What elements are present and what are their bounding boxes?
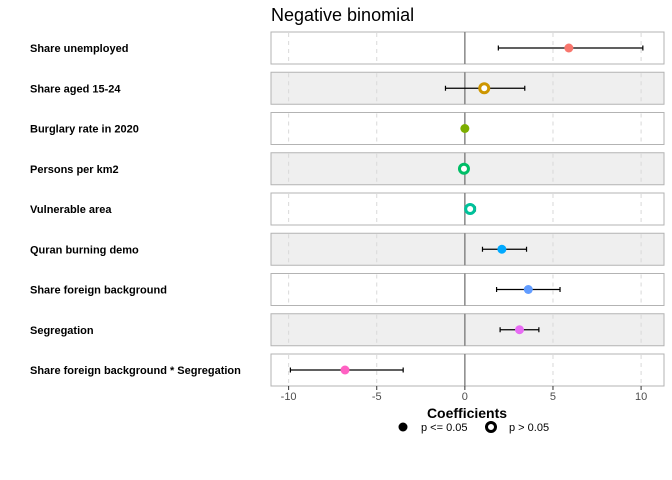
row-label: Quran burning demo xyxy=(30,244,139,256)
x-tick-label: -5 xyxy=(372,391,382,403)
legend-filled-marker xyxy=(398,422,408,432)
point-estimate xyxy=(497,244,507,254)
coefficient-row: Share aged 15-24 xyxy=(30,71,665,105)
point-estimate xyxy=(478,82,491,95)
x-tick-label: 10 xyxy=(635,391,647,403)
point-estimate xyxy=(340,365,350,375)
point-estimate xyxy=(457,162,470,175)
coefficient-row: Segregation xyxy=(30,313,665,347)
panel-background xyxy=(270,273,665,306)
coefficient-row: Vulnerable area xyxy=(30,192,665,226)
row-label: Segregation xyxy=(30,325,94,337)
coefficient-row: Share unemployed xyxy=(30,31,665,65)
row-label: Persons per km2 xyxy=(30,164,119,176)
x-axis-label: Coefficients xyxy=(427,405,507,421)
x-axis: -10 -5 0 5 10 xyxy=(281,386,647,403)
panel-background xyxy=(270,232,665,266)
row-label: Share unemployed xyxy=(30,43,128,55)
coefficient-row: Quran burning demo xyxy=(30,232,665,266)
facet-panels: Share unemployed Share aged 15-24 Burglary… xyxy=(30,31,665,387)
point-estimate xyxy=(460,124,470,133)
panel-background xyxy=(270,192,665,226)
point-estimate xyxy=(523,285,533,294)
point-estimate xyxy=(514,325,524,335)
x-tick-label: 5 xyxy=(550,391,556,403)
x-tick-label: -10 xyxy=(281,391,297,403)
row-label: Share foreign background * Segregation xyxy=(30,365,241,377)
legend: p <= 0.05 p > 0.05 xyxy=(398,421,549,434)
legend-label-significant: p <= 0.05 xyxy=(421,422,468,434)
row-label: Burglary rate in 2020 xyxy=(30,124,139,136)
row-label: Share aged 15-24 xyxy=(30,83,121,95)
legend-label-not-significant: p > 0.05 xyxy=(509,422,549,434)
panel-background xyxy=(270,313,665,347)
point-estimate xyxy=(564,43,574,53)
row-label: Share foreign background xyxy=(30,285,167,297)
row-label: Vulnerable area xyxy=(30,204,112,216)
legend-hollow-marker xyxy=(485,421,497,433)
coefficient-row: Share foreign background * Segregation xyxy=(30,353,665,387)
chart-title: Negative binomial xyxy=(271,5,414,25)
point-estimate xyxy=(464,203,477,215)
x-tick-label: 0 xyxy=(462,391,468,403)
coefficient-row: Persons per km2 xyxy=(30,152,665,186)
coefficient-row: Share foreign background xyxy=(30,273,665,306)
coefficient-row: Burglary rate in 2020 xyxy=(30,112,665,145)
